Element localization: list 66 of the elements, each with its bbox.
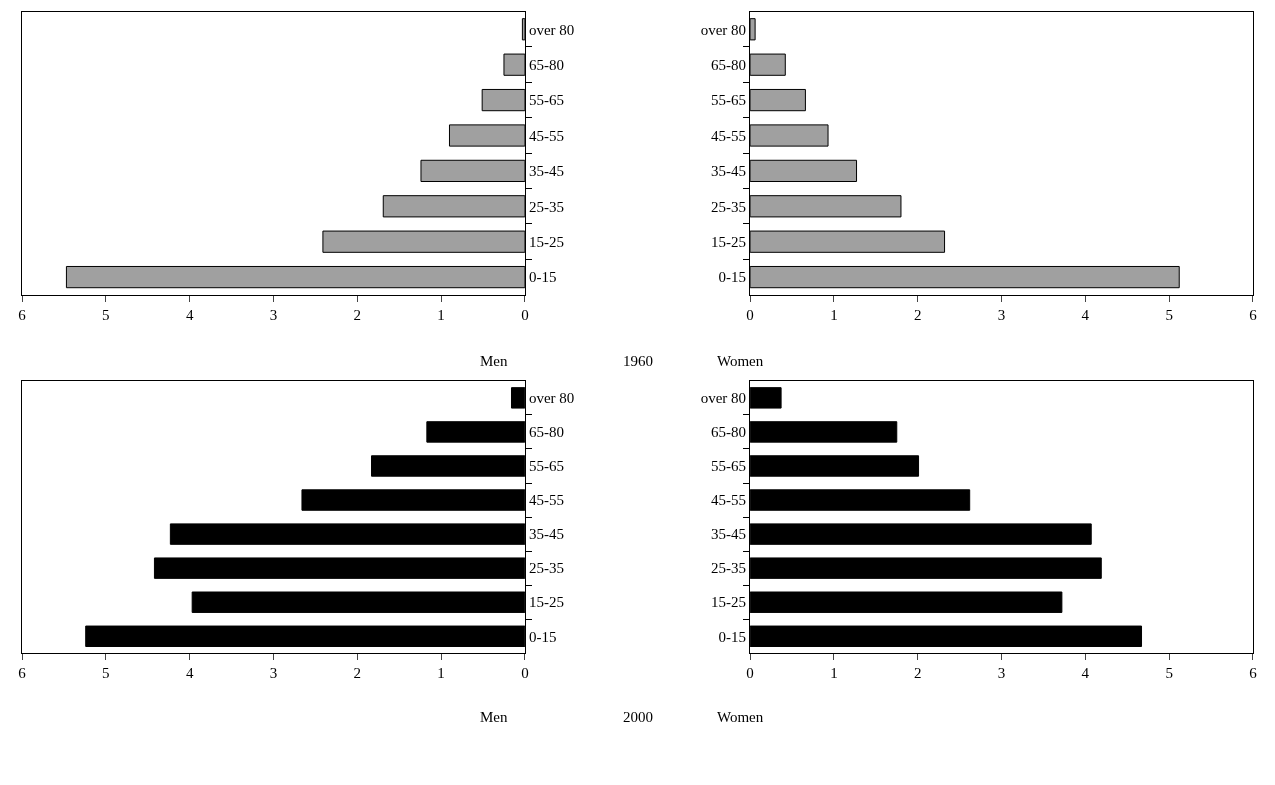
x-tick-label: 5 xyxy=(1165,665,1173,682)
y-tick-label: 65-80 xyxy=(528,424,564,441)
y-tick-label: 35-45 xyxy=(711,163,747,180)
text: 2000 xyxy=(623,709,653,725)
y-tick-label: 55-65 xyxy=(711,458,747,475)
x-tick-label: 3 xyxy=(269,306,278,323)
x-tick-label: 6 xyxy=(1249,306,1258,323)
y-tick-label: 45-55 xyxy=(711,127,747,144)
y-tick-label: 35-45 xyxy=(711,526,747,543)
x-tick-label: 2 xyxy=(913,665,922,682)
x-tick-label: 4 xyxy=(1081,306,1090,323)
y-tick-label: 25-35 xyxy=(711,198,747,215)
x-tick-label: 2 xyxy=(353,665,362,682)
x-tick-label: 5 xyxy=(102,306,110,323)
y-tick-label: 0-15 xyxy=(528,269,557,286)
y-tick-label: 35-45 xyxy=(528,526,564,543)
x-tick-label: 5 xyxy=(102,665,110,682)
y-tick-label: 55-65 xyxy=(711,92,747,109)
x-tick-label: 4 xyxy=(1081,665,1090,682)
x-tick-label: 6 xyxy=(18,306,27,323)
y-tick-label: 15-25 xyxy=(528,594,564,611)
x-tick-label: 0 xyxy=(746,306,754,323)
x-tick-label: 3 xyxy=(997,665,1006,682)
y-tick-label: 25-35 xyxy=(528,560,564,577)
x-tick-label: 0 xyxy=(521,665,529,682)
x-tick-label: 3 xyxy=(997,306,1006,323)
y-tick-label: 65-80 xyxy=(711,56,747,73)
y-tick-label: 15-25 xyxy=(528,233,564,250)
y-tick-label: 0-15 xyxy=(528,628,557,645)
y-tick-label: 55-65 xyxy=(528,458,564,475)
y-tick-label: 55-65 xyxy=(528,92,564,109)
y-tick-label: 45-55 xyxy=(528,127,564,144)
y-tick-label: over 80 xyxy=(528,390,575,407)
x-tick-label: 1 xyxy=(437,306,445,323)
y-tick-label: over 80 xyxy=(700,390,747,407)
y-tick-label: 15-25 xyxy=(711,233,747,250)
y-tick-label: 25-35 xyxy=(711,560,747,577)
x-axis-title: Women xyxy=(717,353,764,369)
y-tick-label: over 80 xyxy=(528,21,575,38)
x-tick-label: 0 xyxy=(746,665,754,682)
y-tick-label: 25-35 xyxy=(528,198,564,215)
x-tick-label: 4 xyxy=(185,306,194,323)
y-tick-label: 15-25 xyxy=(711,594,747,611)
x-tick-label: 1 xyxy=(437,665,445,682)
x-axis-title: Men xyxy=(480,709,508,725)
y-tick-label: 45-55 xyxy=(528,492,564,509)
y-tick-label: 35-45 xyxy=(528,163,564,180)
x-axis-title: Men xyxy=(480,353,508,369)
y-tick-label: 65-80 xyxy=(528,56,564,73)
x-tick-label: 4 xyxy=(185,665,194,682)
y-tick-label: 65-80 xyxy=(711,424,747,441)
y-tick-label: 0-15 xyxy=(718,628,747,645)
x-tick-label: 6 xyxy=(1249,665,1258,682)
y-tick-label: 45-55 xyxy=(711,492,747,509)
x-tick-label: 1 xyxy=(830,665,838,682)
y-tick-label: 0-15 xyxy=(718,269,747,286)
x-tick-label: 3 xyxy=(269,665,278,682)
x-tick-label: 0 xyxy=(521,306,529,323)
x-tick-label: 5 xyxy=(1165,306,1173,323)
x-tick-label: 2 xyxy=(913,306,922,323)
x-tick-label: 1 xyxy=(830,306,838,323)
x-tick-label: 6 xyxy=(18,665,27,682)
text: 1960 xyxy=(623,353,653,369)
x-tick-label: 2 xyxy=(353,306,362,323)
x-axis-title: Women xyxy=(717,709,764,725)
y-tick-label: over 80 xyxy=(700,21,747,38)
